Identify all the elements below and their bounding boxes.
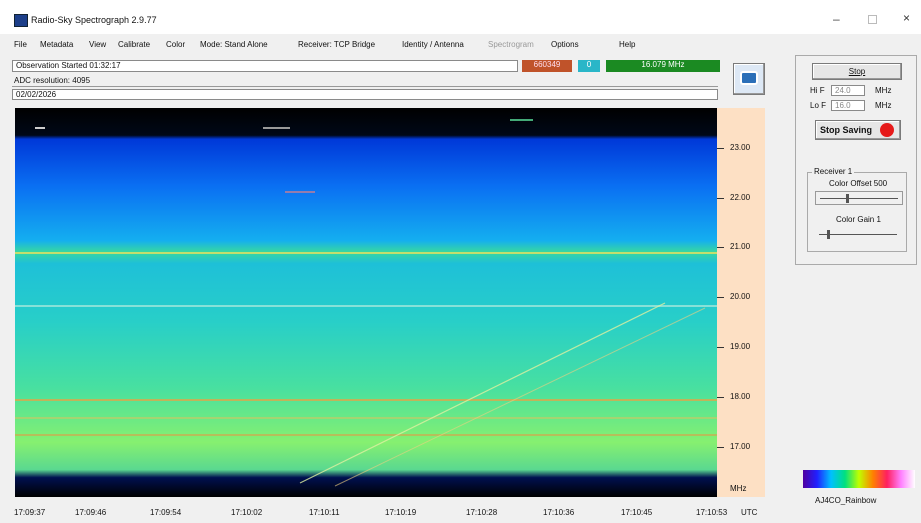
frequency-tick — [717, 447, 724, 448]
frequency-tick — [717, 347, 724, 348]
frequency-tick — [717, 198, 724, 199]
color-offset-slider[interactable] — [815, 191, 903, 205]
time-unit: UTC — [741, 508, 757, 517]
menu-item[interactable]: Identity / Antenna — [402, 40, 464, 49]
hi-input[interactable]: 24.0 — [831, 85, 865, 96]
menu-item[interactable]: File — [14, 40, 27, 49]
frequency-tick-label: 22.00 — [730, 193, 750, 202]
time-tick-label: 17:10:28 — [466, 508, 497, 517]
stop-saving-label: Stop Saving — [820, 125, 872, 135]
stop-button[interactable]: Stop — [812, 63, 902, 80]
menu-item[interactable]: Mode: Stand Alone — [200, 40, 268, 49]
menu-item[interactable]: Metadata — [40, 40, 73, 49]
frequency-tick — [717, 397, 724, 398]
frequency-tick-label: 17.00 — [730, 442, 750, 451]
lo-unit: MHz — [875, 101, 891, 110]
hi-unit: MHz — [875, 86, 891, 95]
frequency-labels: 23.00 22.00 21.00 20.00 19.00 18.00 17.00 MHz — [717, 0, 765, 523]
app-window: Radio-Sky Spectrograph 2.9.77 – × File Me… — [0, 0, 921, 523]
frequency-tick-label: 18.00 — [730, 392, 750, 401]
maximize-button[interactable] — [868, 15, 877, 24]
color-offset-label: Color Offset 500 — [829, 179, 887, 188]
observation-box: Observation Started 01:32:17 — [12, 60, 518, 72]
spectrogram — [15, 108, 717, 497]
frequency-tick — [717, 148, 724, 149]
time-tick-label: 17:10:02 — [231, 508, 262, 517]
time-tick-label: 17:09:54 — [150, 508, 181, 517]
separator — [12, 86, 718, 87]
menu-item[interactable]: Color — [166, 40, 185, 49]
hi-label: Hi F — [810, 86, 825, 95]
color-gain-label: Color Gain 1 — [836, 215, 881, 224]
spectrogram-image — [15, 108, 717, 497]
palette-name: AJ4CO_Rainbow — [815, 496, 876, 505]
time-tick-label: 17:10:36 — [543, 508, 574, 517]
color-gain-slider[interactable] — [815, 228, 903, 242]
receiver-group-title: Receiver 1 — [812, 167, 854, 176]
time-tick-label: 17:10:45 — [621, 508, 652, 517]
window-title: Radio-Sky Spectrograph 2.9.77 — [31, 15, 157, 25]
lo-label: Lo F — [810, 101, 826, 110]
frequency-box: 16.079 MHz — [606, 60, 720, 72]
minimize-button[interactable]: – — [833, 12, 840, 26]
recording-indicator — [880, 123, 894, 137]
time-tick-label: 17:10:19 — [385, 508, 416, 517]
frequency-tick-label: 23.00 — [730, 143, 750, 152]
time-labels: 17:09:37 17:09:46 17:09:54 17:10:02 17:10:11… — [0, 508, 780, 522]
app-icon — [14, 14, 28, 27]
menu-item[interactable]: Calibrate — [118, 40, 150, 49]
lo-input[interactable]: 16.0 — [831, 100, 865, 111]
close-button[interactable]: × — [903, 11, 910, 25]
time-tick-label: 17:10:11 — [309, 508, 340, 517]
frequency-tick-label: 20.00 — [730, 292, 750, 301]
counter-box: 660349 — [522, 60, 572, 72]
menu-item[interactable]: Options — [551, 40, 579, 49]
menu-bar: File Metadata View Calibrate Color Mode: Stan… — [0, 38, 760, 52]
menu-item[interactable]: Spectrogram — [488, 40, 534, 49]
adc-resolution: ADC resolution: 4095 — [14, 76, 90, 85]
menu-item[interactable]: Help — [619, 40, 635, 49]
time-tick-label: 17:10:53 — [696, 508, 727, 517]
frequency-tick-label: 19.00 — [730, 342, 750, 351]
frequency-tick-label: 21.00 — [730, 242, 750, 251]
menu-item[interactable]: Receiver: TCP Bridge — [298, 40, 375, 49]
frequency-tick — [717, 297, 724, 298]
indicator-box: 0 — [578, 60, 600, 72]
frequency-unit: MHz — [730, 484, 746, 493]
frequency-tick — [717, 247, 724, 248]
time-tick-label: 17:09:37 — [14, 508, 45, 517]
menu-item[interactable]: View — [89, 40, 106, 49]
palette-bar — [803, 470, 915, 488]
date-box: 02/02/2026 — [12, 89, 718, 100]
time-tick-label: 17:09:46 — [75, 508, 106, 517]
